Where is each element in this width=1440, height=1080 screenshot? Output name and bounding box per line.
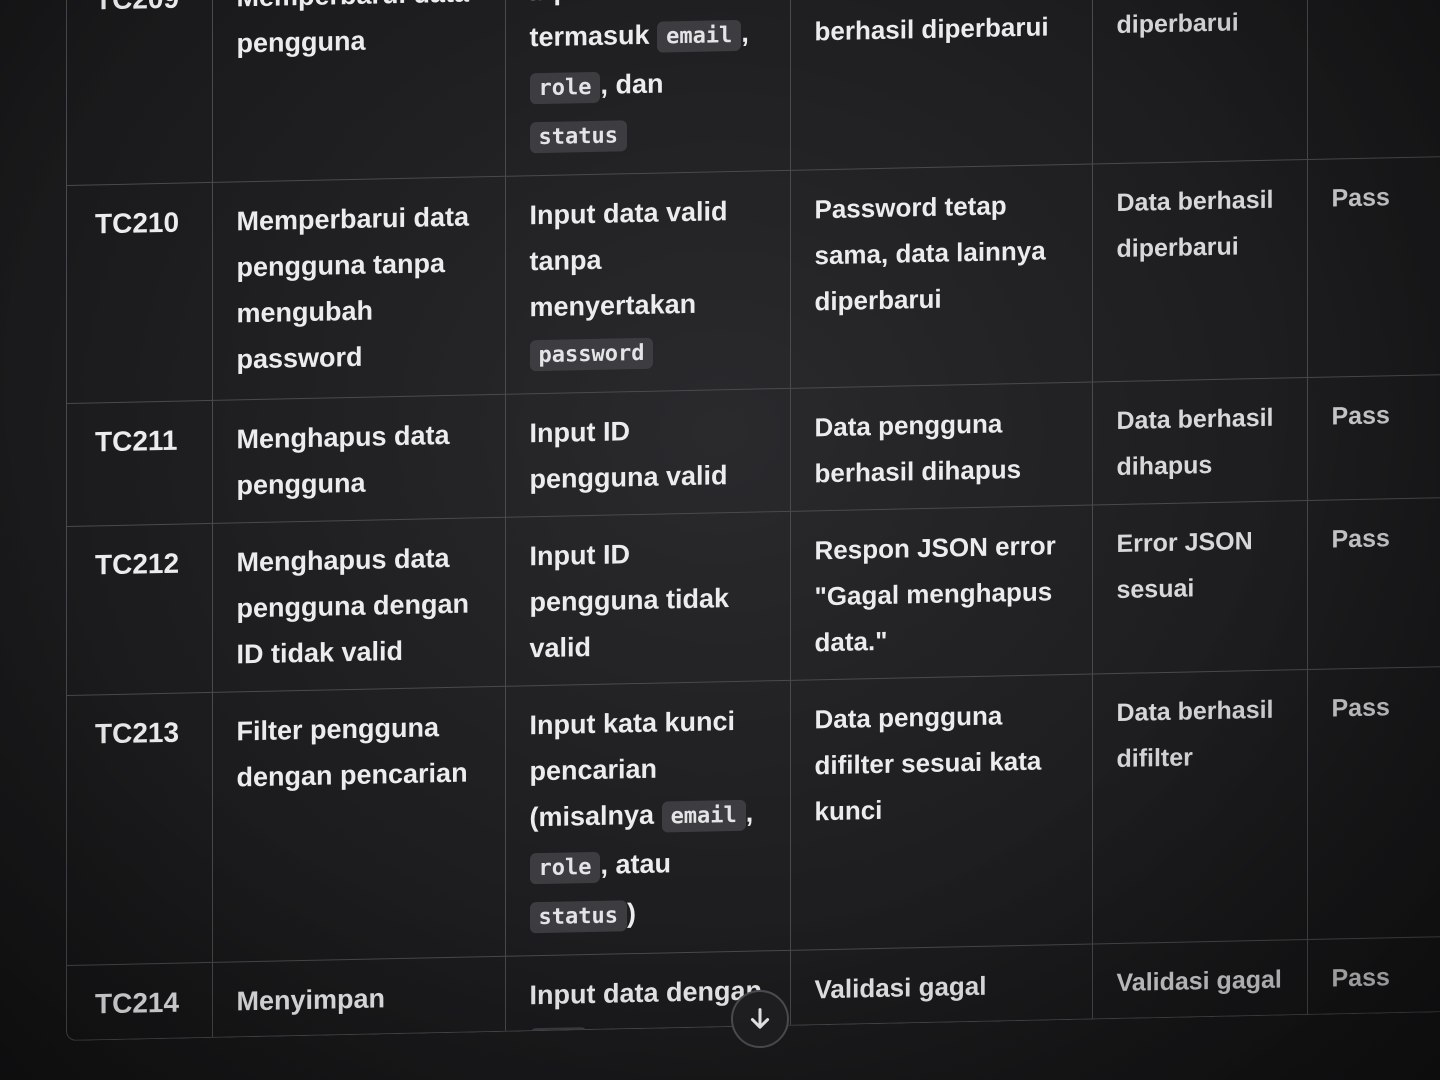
test-case-description-cell: Menyimpan pengguna baru dengan IPK di lu… <box>212 956 505 1042</box>
test-case-description-cell: Menghapus data pengguna dengan ID tidak … <box>212 517 505 693</box>
inline-code: email <box>657 19 742 53</box>
expected-result-cell: Data pengguna berhasil diperbarui <box>790 0 1092 171</box>
expected-result-cell: Data pengguna difilter sesuai kata kunci <box>790 674 1092 951</box>
table-row: TC210 Memperbarui data pengguna tanpa men… <box>67 156 1440 404</box>
test-case-id-cell: TC211 <box>67 400 212 527</box>
inline-code: role <box>529 851 601 885</box>
input-text: , dan <box>600 68 664 100</box>
test-case-id-cell: TC214 <box>67 962 212 1042</box>
input-text: Input ID pengguna valid <box>529 416 728 495</box>
input-text: > 4 <box>587 1024 634 1042</box>
input-text: , <box>745 797 754 828</box>
test-case-id-cell: TC210 <box>67 182 212 404</box>
status-cell: Pass <box>1307 497 1440 670</box>
status-cell: Pass <box>1307 0 1440 160</box>
expected-result-cell: Data pengguna berhasil dihapus <box>790 382 1092 512</box>
test-case-id-cell: TC212 <box>67 523 212 696</box>
input-text: ) <box>626 898 636 929</box>
input-text: , <box>741 17 749 48</box>
test-case-input-cell: Input kata kunci pencarian (misalnya ema… <box>505 680 790 957</box>
actual-result-cell: Data berhasil diperbarui <box>1092 159 1307 383</box>
status-cell: Pass <box>1307 156 1440 378</box>
table-row: TC213 Filter pengguna dengan pencarian Inp… <box>67 666 1440 966</box>
expected-result-cell: Respon JSON error "Gagal menghapus data.… <box>790 505 1092 681</box>
test-case-input-cell: Input ID pengguna tidak valid <box>505 511 790 687</box>
test-case-id-cell: TC209 <box>67 0 212 186</box>
expected-result-cell: Validasi gagal dengan pesan "IPK harus d… <box>790 944 1092 1042</box>
test-case-input-cell: Input ID pengguna valid <box>505 388 790 518</box>
test-case-id-cell: TC213 <box>67 692 212 966</box>
expected-result-cell: Password tetap sama, data lainnya diperb… <box>790 164 1092 389</box>
inline-code: role <box>529 71 601 105</box>
status-cell: Pass <box>1307 936 1440 1042</box>
arrow-down-icon <box>750 1008 770 1029</box>
table-row: TC212 Menghapus data pengguna dengan ID t… <box>67 497 1440 696</box>
test-case-description-cell: Filter pengguna dengan pencarian <box>212 686 505 963</box>
test-case-input-cell: Input data valid tanpa menyertakan passw… <box>505 170 790 395</box>
status-cell: Pass <box>1307 666 1440 940</box>
test-case-description-cell: Memperbarui data pengguna tanpa mengubah… <box>212 176 505 401</box>
status-cell: Pass <box>1307 374 1440 501</box>
inline-code: status <box>529 120 627 154</box>
actual-result-cell: Data berhasil dihapus <box>1092 377 1307 506</box>
input-text: Input data dengan <box>529 975 763 1011</box>
actual-result-cell: Data berhasil diperbarui <box>1092 0 1307 165</box>
input-text: Input ID pengguna tidak valid <box>529 539 730 664</box>
actual-result-cell: Validasi gagal sesuai <box>1092 939 1307 1042</box>
test-case-description-cell: Memperbarui data pengguna <box>212 0 505 183</box>
input-text: , atau <box>600 848 672 880</box>
inline-code: status <box>529 900 627 934</box>
inline-code: ipk <box>529 1027 588 1042</box>
actual-result-cell: Error JSON sesuai <box>1092 500 1307 675</box>
actual-result-cell: Data berhasil difilter <box>1092 669 1307 945</box>
test-case-input-cell: Input data valid termasuk email, role, d… <box>505 0 790 177</box>
inline-code: password <box>529 337 654 372</box>
inline-code: email <box>661 799 746 833</box>
scroll-to-bottom-button[interactable] <box>731 990 789 1048</box>
test-case-description-cell: Menghapus data pengguna <box>212 394 505 524</box>
input-text: Input data valid tanpa menyertakan <box>529 196 728 323</box>
